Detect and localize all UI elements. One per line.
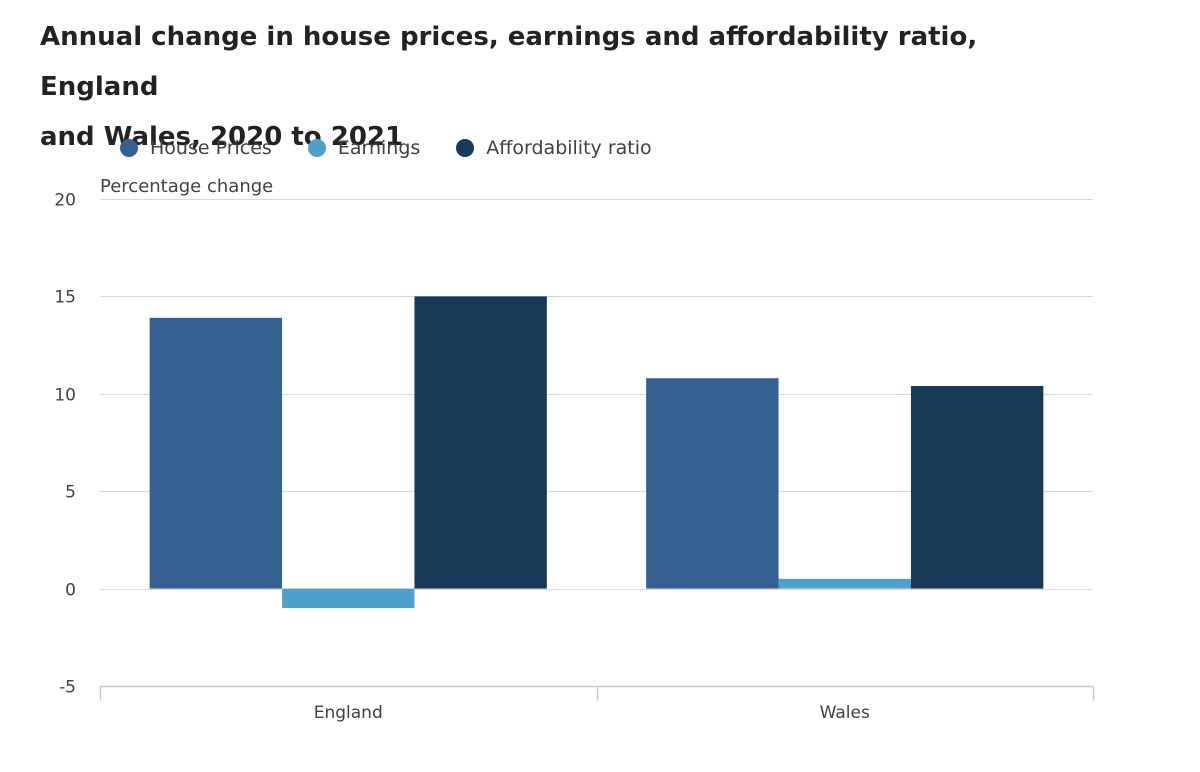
legend-label-earnings: Earnings	[337, 137, 421, 159]
legend-label-affordability-ratio: Affordability ratio	[486, 137, 652, 159]
bar-house-prices-england	[149, 317, 283, 589]
y-tick-label: 20	[54, 191, 76, 211]
legend-swatch-earnings	[307, 139, 326, 157]
chart-title-line-1: Annual change in house prices, earnings …	[40, 22, 978, 102]
legend-item-affordability-ratio[interactable]: Affordability ratio	[456, 137, 652, 159]
chart-title-line-2: and Wales, 2020 to 2021	[40, 122, 404, 152]
y-tick-label: -5	[59, 678, 76, 698]
x-tick-label-wales: Wales	[820, 703, 870, 723]
bar-earnings-england	[282, 588, 415, 609]
y-tick-label: 15	[54, 288, 76, 308]
y-tick-label: 0	[65, 581, 76, 601]
y-tick-label: 10	[54, 386, 76, 406]
legend-swatch-affordability-ratio	[456, 139, 475, 157]
legend-item-house-prices[interactable]: House Prices	[120, 137, 272, 159]
bar-earnings-wales	[778, 578, 911, 589]
bar-affordability-ratio-wales	[910, 386, 1044, 589]
legend-item-earnings[interactable]: Earnings	[307, 137, 421, 159]
bar-affordability-ratio-england	[414, 296, 547, 589]
chart-legend: House Prices Earnings Affordability rati…	[120, 134, 652, 162]
chart-title: Annual change in house prices, earnings …	[40, 12, 1040, 162]
x-tick-label-england: England	[314, 703, 383, 723]
y-tick-label: 5	[65, 483, 76, 503]
legend-swatch-house-prices	[120, 139, 138, 157]
y-axis-label: Percentage change	[100, 176, 274, 197]
legend-label-house-prices: House Prices	[150, 137, 272, 159]
bar-house-prices-wales	[646, 378, 779, 589]
